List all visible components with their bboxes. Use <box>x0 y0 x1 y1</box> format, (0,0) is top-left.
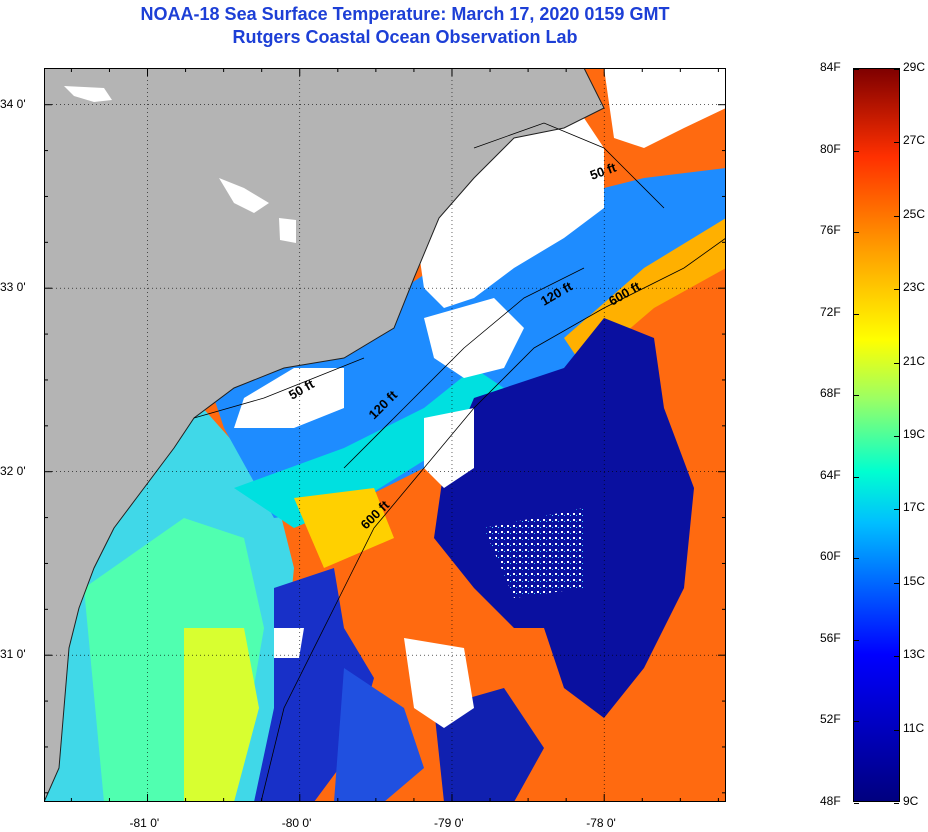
celsius-label: 17C <box>903 500 926 515</box>
celsius-label: 19C <box>903 427 926 441</box>
sst-map: 50 ft 50 ft 120 ft 120 ft 600 ft 600 ft <box>44 68 726 802</box>
map-title: NOAA-18 Sea Surface Temperature: March 1… <box>140 4 670 24</box>
fahrenheit-tick <box>854 639 859 641</box>
cloud-region-4 <box>424 408 474 488</box>
fahrenheit-label: 60F <box>820 549 841 564</box>
map-frame <box>44 68 726 802</box>
celsius-tick <box>894 436 899 437</box>
celsius-label: 25C <box>903 206 926 221</box>
fahrenheit-label: 84F <box>820 60 841 74</box>
celsius-label: 11C <box>903 720 925 735</box>
longitude-label: -81 0' <box>129 816 160 830</box>
fahrenheit-tick <box>854 69 859 70</box>
mid-shelf-cyan <box>234 368 504 528</box>
fahrenheit-tick <box>854 803 859 804</box>
longitude-label: -78 0' <box>586 816 616 830</box>
temperature-colorbar <box>853 68 900 804</box>
cloud-over-land <box>604 68 726 148</box>
celsius-tick <box>894 803 899 804</box>
cold-eddy-region-2 <box>334 668 424 802</box>
cloud-region-3 <box>234 368 344 428</box>
longitude-label: -79 0' <box>433 816 464 830</box>
celsius-tick <box>894 289 899 291</box>
cloud-over-land-4 <box>279 218 296 243</box>
celsius-tick <box>894 142 899 144</box>
celsius-tick <box>894 69 899 70</box>
fahrenheit-tick <box>854 395 859 397</box>
fahrenheit-tick <box>854 476 859 478</box>
latitude-label: 33 0' <box>0 280 26 295</box>
fahrenheit-tick <box>854 313 859 315</box>
cloud-over-land-3 <box>219 178 269 213</box>
celsius-label: 29C <box>903 60 926 74</box>
fahrenheit-label: 76F <box>820 223 841 238</box>
fahrenheit-label: 68F <box>820 386 841 401</box>
cloud-over-land-2 <box>64 86 112 102</box>
cloud-speckle <box>484 508 584 598</box>
land-region <box>44 68 604 802</box>
fahrenheit-tick <box>854 721 859 723</box>
celsius-tick <box>894 582 899 584</box>
longitude-label: -80 0' <box>281 816 312 830</box>
fahrenheit-tick <box>854 150 859 152</box>
latitude-label: 34 0' <box>0 96 26 111</box>
celsius-tick <box>894 729 899 731</box>
sst-map-svg: 50 ft 50 ft 120 ft 120 ft 600 ft 600 ft <box>44 68 726 802</box>
fahrenheit-label: 56F <box>820 630 841 645</box>
latitude-label: 31 0' <box>0 647 26 662</box>
fahrenheit-tick <box>854 232 859 234</box>
celsius-label: 27C <box>903 133 926 148</box>
celsius-label: 13C <box>903 647 926 662</box>
celsius-label: 23C <box>903 280 926 295</box>
cloud-region-5 <box>404 638 474 728</box>
fahrenheit-tick <box>854 558 859 560</box>
fahrenheit-label: 52F <box>820 712 841 727</box>
map-subtitle: Rutgers Coastal Ocean Observation Lab <box>232 27 578 47</box>
cloud-region-2 <box>424 298 524 378</box>
celsius-tick <box>894 509 899 511</box>
fahrenheit-label: 72F <box>820 304 841 319</box>
celsius-tick <box>894 215 899 217</box>
fahrenheit-label: 64F <box>820 467 841 482</box>
fahrenheit-label: 48F <box>820 794 841 808</box>
celsius-label: 15C <box>903 573 926 588</box>
celsius-tick <box>894 362 899 364</box>
coastline <box>44 68 605 802</box>
celsius-label: 21C <box>903 353 926 368</box>
celsius-tick <box>894 656 899 658</box>
celsius-label: 9C <box>903 794 919 808</box>
latitude-label: 32 0' <box>0 463 26 478</box>
isobath-50-south <box>193 357 365 419</box>
warm-filament <box>294 488 394 568</box>
fahrenheit-label: 80F <box>820 141 841 156</box>
yellow-water-region <box>184 628 259 802</box>
cloud-region-6 <box>274 628 304 658</box>
axis-ticks <box>44 68 726 802</box>
graticule <box>44 68 726 802</box>
cold-eddy-region-3 <box>434 688 544 802</box>
